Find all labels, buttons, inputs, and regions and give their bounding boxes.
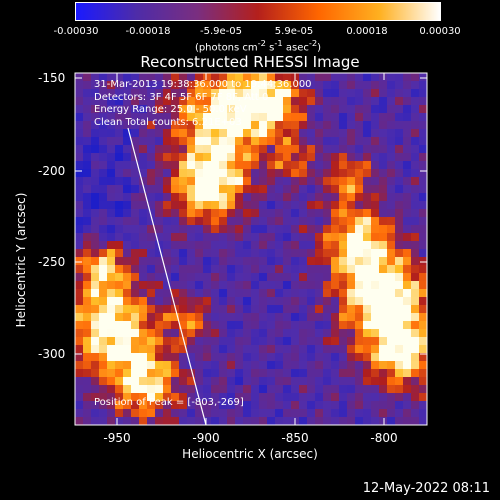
x-axis-label: Heliocentric X (arcsec)	[182, 447, 318, 461]
colorbar-tick: -0.00030	[53, 26, 99, 37]
x-tick-label: -800	[370, 431, 398, 445]
plot-frame	[74, 72, 428, 426]
heatmap-pixels	[75, 73, 427, 425]
y-tick-label: -250	[38, 255, 66, 269]
colorbar	[75, 2, 441, 21]
colorbar-tick: -5.9e-05	[200, 26, 242, 37]
total-counts: Clean Total counts: 6.21E+03	[94, 116, 242, 128]
colorbar-tick: 0.00030	[419, 26, 461, 37]
colorbar-tick: 5.9e-05	[274, 26, 314, 37]
observation-annotation: 31-Mar-2013 19:38:36.000 to 19:44:36.000…	[94, 79, 312, 129]
colorbar-tick: 0.00018	[346, 26, 388, 37]
y-tick-label: -300	[38, 347, 66, 361]
x-tick-label: -850	[281, 431, 309, 445]
image-title: Reconstructed RHESSI Image	[140, 53, 360, 71]
axis-tick-marks	[75, 73, 427, 425]
y-tick-label: -150	[38, 71, 66, 85]
x-tick-label: -950	[103, 431, 131, 445]
time-range: 31-Mar-2013 19:38:36.000 to 19:44:36.000	[94, 79, 312, 90]
colorbar-units: (photons cm-2 s-1 asec-2)	[194, 38, 322, 54]
date-stamp: 12-May-2022 08:11	[362, 481, 490, 496]
detectors: Detectors: 3F 4F 5F 6F 7F 8F, Att 0	[94, 91, 269, 103]
peak-position: Position of Peak = [-803,-269]	[94, 397, 244, 408]
y-tick-label: -200	[38, 164, 66, 178]
x-tick-label: -900	[192, 431, 220, 445]
colorbar-tick: -0.00018	[125, 26, 171, 37]
y-axis-label: Heliocentric Y (arcsec)	[14, 192, 28, 328]
solar-limb-line	[127, 127, 207, 425]
energy-range: Energy Range: 25.0 - 50.0 keV	[94, 104, 247, 115]
